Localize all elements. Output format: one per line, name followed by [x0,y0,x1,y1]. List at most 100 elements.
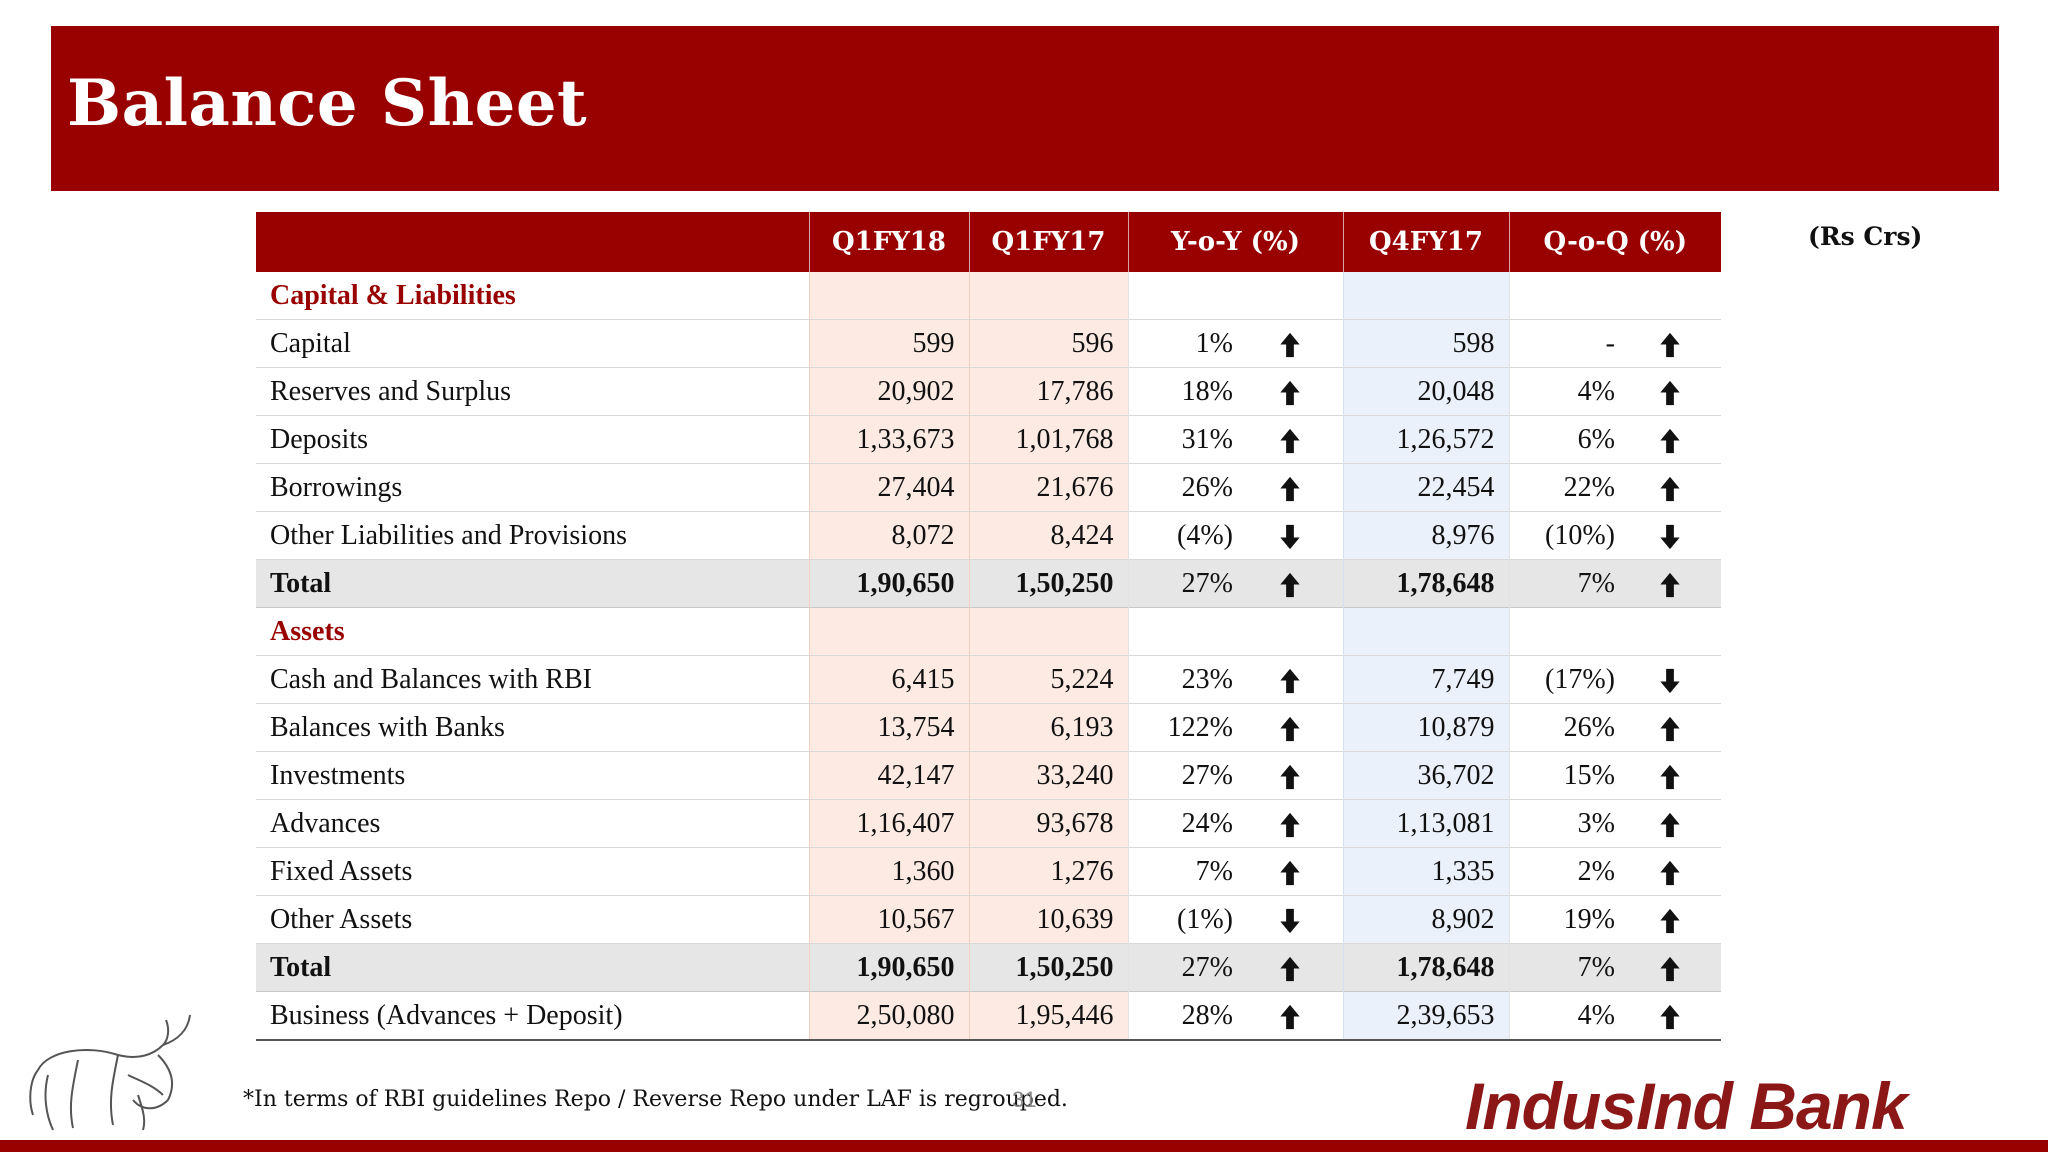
row-label: Borrowings [270,471,403,503]
value-yoy: 28% [1127,991,1237,1040]
arrow-up-icon [1280,332,1300,357]
arrow-up-icon [1280,380,1300,405]
value-qoq: 7% [1508,559,1619,608]
row-label: Business (Advances + Deposit) [270,999,623,1031]
balance-sheet-table: Q1FY18 Q1FY17 Y-o-Y (%) Q4FY17 Q-o-Q (%)… [256,212,1722,1041]
header-yoy: Y-o-Y (%) [1127,212,1343,272]
value-yoy: 24% [1127,799,1237,848]
qoq-arrow-cell [1619,464,1721,512]
yoy-arrow-cell [1237,992,1343,1041]
arrow-down-icon [1660,524,1680,549]
blank-qoq-arrow [1619,608,1721,656]
value-q1fy17: 6,193 [968,703,1128,752]
value-q4fy17: 1,78,648 [1342,559,1509,608]
blank-q1fy17 [968,607,1128,656]
table-row: Borrowings 27,404 21,676 26% 22,454 22% [256,463,1722,512]
yoy-arrow-cell [1237,320,1343,368]
value-q1fy17: 1,01,768 [968,415,1128,464]
row-label: Fixed Assets [270,855,413,887]
arrow-up-icon [1280,860,1300,885]
value-qoq: 3% [1508,799,1619,848]
arrow-up-icon [1280,716,1300,741]
arrow-up-icon [1660,380,1680,405]
value-yoy: 26% [1127,463,1237,512]
value-qoq: 22% [1508,463,1619,512]
value-q1fy18: 1,16,407 [808,799,969,848]
header-q1fy17: Q1FY17 [968,212,1128,272]
yoy-arrow-cell [1237,800,1343,848]
arrow-up-icon [1660,476,1680,501]
header-q1fy18: Q1FY18 [808,212,969,272]
arrow-up-icon [1660,572,1680,597]
yoy-arrow-cell [1237,559,1343,608]
yoy-arrow-cell [1237,512,1343,560]
value-qoq: (10%) [1508,511,1619,560]
arrow-up-icon [1280,572,1300,597]
blank-q1fy18 [808,272,969,320]
value-qoq: 6% [1508,415,1619,464]
balance-sheet-table-container: Q1FY18 Q1FY17 Y-o-Y (%) Q4FY17 Q-o-Q (%)… [256,212,1722,1041]
table-row: Capital 599 596 1% 598- [256,319,1722,368]
arrow-up-icon [1660,716,1680,741]
table-row: Investments 42,147 33,240 27% 36,702 15% [256,751,1722,800]
blank-q1fy17 [968,272,1128,320]
blank-qoq-arrow [1619,272,1721,320]
header-q4fy17: Q4FY17 [1342,212,1509,272]
yoy-arrow-cell [1237,656,1343,704]
arrow-down-icon [1280,908,1300,933]
value-q4fy17: 598 [1342,319,1509,368]
arrow-up-icon [1660,1004,1680,1029]
row-label: Other Assets [270,903,413,935]
table-row: Other Liabilities and Provisions 8,072 8,4… [256,511,1722,560]
value-yoy: 7% [1127,847,1237,896]
value-q1fy17: 17,786 [968,367,1128,416]
blank-q1fy18 [808,607,969,656]
yoy-arrow-cell [1237,368,1343,416]
value-yoy: (1%) [1127,895,1237,944]
row-label: Other Liabilities and Provisions [270,519,627,551]
arrow-down-icon [1280,524,1300,549]
value-qoq: 7% [1508,943,1619,992]
yoy-arrow-cell [1237,464,1343,512]
value-q1fy18: 1,90,650 [808,559,969,608]
arrow-up-icon [1280,956,1300,981]
arrow-up-icon [1280,764,1300,789]
qoq-arrow-cell [1619,848,1721,896]
value-q4fy17: 8,976 [1342,511,1509,560]
value-q1fy18: 1,90,650 [808,943,969,992]
value-qoq: 4% [1508,991,1619,1040]
arrow-up-icon [1280,428,1300,453]
value-q1fy17: 5,224 [968,655,1128,704]
row-label: Total [256,943,809,992]
row-label: Total [256,559,809,608]
value-yoy: 122% [1127,703,1237,752]
value-yoy: 1% [1127,319,1237,368]
total-row: Total 1,90,650 1,50,250 27% 1,78,648 7% [256,559,1722,608]
bull-logo-icon [29,1014,191,1131]
blank-yoy [1127,272,1237,320]
qoq-arrow-cell [1619,752,1721,800]
arrow-up-icon [1280,668,1300,693]
row-label: Deposits [270,423,368,455]
arrow-up-icon [1660,428,1680,453]
value-qoq: 26% [1508,703,1619,752]
blank-qoq [1508,272,1619,320]
total-row: Total 1,90,650 1,50,250 27% 1,78,648 7% [256,943,1722,992]
value-q1fy18: 10,567 [808,895,969,944]
value-q4fy17: 22,454 [1342,463,1509,512]
yoy-arrow-cell [1237,704,1343,752]
blank-qoq [1508,607,1619,656]
arrow-up-icon [1660,908,1680,933]
value-q4fy17: 1,26,572 [1342,415,1509,464]
value-q1fy17: 8,424 [968,511,1128,560]
value-q1fy18: 1,33,673 [808,415,969,464]
value-q4fy17: 8,902 [1342,895,1509,944]
blank-yoy-arrow [1237,608,1343,656]
value-q1fy18: 599 [808,319,969,368]
arrow-up-icon [1660,764,1680,789]
arrow-up-icon [1280,812,1300,837]
value-yoy: (4%) [1127,511,1237,560]
yoy-arrow-cell [1237,848,1343,896]
value-q1fy17: 1,50,250 [968,943,1128,992]
blank-q4fy17 [1342,607,1509,656]
